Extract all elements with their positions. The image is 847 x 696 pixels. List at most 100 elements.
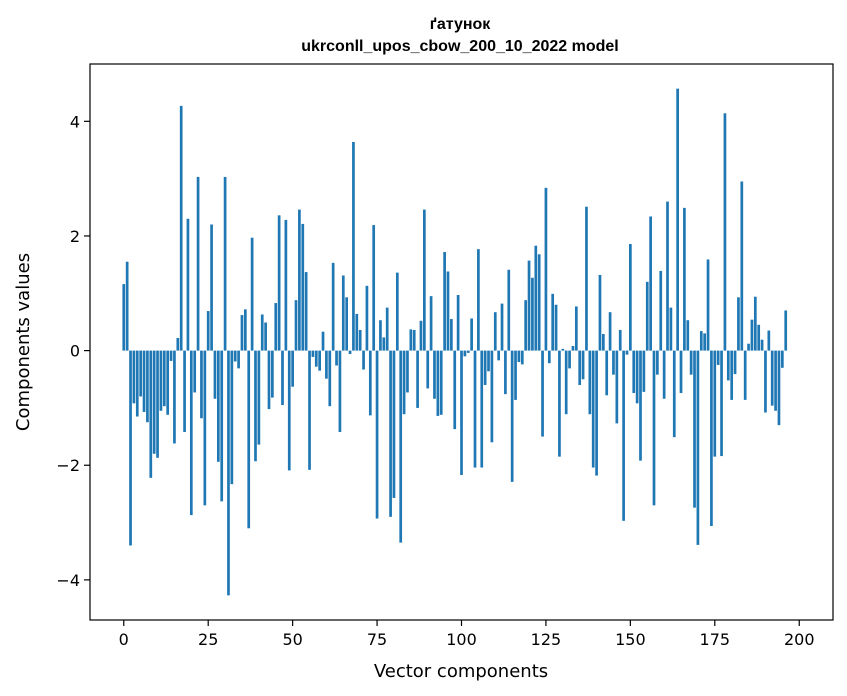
x-tick-label: 100 [446, 630, 477, 649]
bar [483, 350, 487, 385]
bar [385, 307, 389, 351]
bar [558, 350, 561, 457]
bar [341, 275, 345, 351]
bar [716, 350, 720, 365]
bar [318, 350, 321, 371]
bar [443, 252, 446, 351]
bar [470, 318, 473, 351]
bar [325, 350, 328, 379]
bar [605, 350, 609, 396]
bar [753, 296, 757, 351]
bar [395, 272, 399, 351]
bar [206, 311, 210, 351]
bar [561, 348, 565, 351]
bar [477, 249, 480, 351]
bar [456, 295, 460, 351]
bars-group [122, 88, 788, 596]
bar [487, 350, 490, 372]
bar [183, 350, 186, 432]
bar [466, 350, 470, 353]
bar [706, 259, 710, 351]
y-tick-label: 0 [70, 342, 80, 361]
bar [314, 350, 318, 367]
bar [409, 329, 413, 351]
bar [453, 350, 457, 430]
x-tick-label: 175 [700, 630, 731, 649]
bar [220, 350, 224, 502]
bar [696, 350, 700, 545]
bar [389, 350, 392, 517]
bar [710, 350, 713, 526]
x-tick-label: 25 [198, 630, 218, 649]
bar [730, 350, 734, 400]
bar [531, 277, 534, 351]
bar [291, 350, 294, 387]
bar [372, 225, 376, 351]
bar [639, 350, 642, 461]
bar [358, 329, 362, 351]
bar [139, 350, 143, 397]
bar [321, 331, 325, 351]
bar [335, 350, 338, 366]
bar [355, 313, 359, 351]
bar [189, 350, 193, 516]
plot-frame [89, 63, 834, 621]
bar [541, 350, 544, 437]
bar [689, 350, 693, 375]
bar [152, 350, 156, 454]
bar [216, 350, 220, 462]
bar [544, 187, 548, 351]
bar [213, 350, 217, 399]
x-tick-label: 75 [367, 630, 387, 649]
bar [173, 350, 176, 444]
bar [460, 350, 463, 475]
bar [750, 319, 754, 351]
bar [423, 209, 426, 351]
bar [429, 296, 433, 351]
bar [507, 269, 511, 351]
bar [615, 350, 619, 424]
bar [399, 350, 403, 543]
bar [777, 350, 781, 426]
bar [635, 350, 639, 404]
y-tick-label: −2 [56, 456, 80, 475]
bar [618, 329, 622, 351]
bar [392, 350, 396, 498]
bar [125, 261, 129, 351]
bar [723, 113, 727, 351]
bar [720, 350, 723, 457]
bar [622, 350, 625, 521]
bar [686, 320, 690, 351]
bar [666, 201, 669, 351]
bar [537, 254, 541, 351]
bar [595, 350, 598, 476]
x-tick-label: 200 [784, 630, 815, 649]
bar [308, 350, 311, 470]
bar [149, 350, 153, 478]
bar [612, 350, 615, 375]
bar [737, 297, 740, 351]
bar [676, 88, 679, 351]
bar [298, 209, 301, 351]
bar [767, 330, 771, 351]
bar [439, 350, 443, 415]
bar [757, 324, 761, 351]
bar [284, 219, 288, 351]
bar [362, 350, 365, 370]
bar [446, 271, 450, 351]
bar [277, 215, 281, 351]
y-tick-label: 2 [70, 227, 80, 246]
bar [203, 350, 207, 506]
bar [632, 350, 636, 394]
bar [176, 337, 180, 351]
bar [713, 350, 717, 457]
bar [311, 350, 315, 357]
bar [520, 350, 524, 365]
bar [247, 350, 251, 529]
bar [547, 350, 551, 364]
bar [645, 281, 649, 351]
bar [122, 284, 126, 351]
bar [186, 218, 190, 351]
bar [416, 350, 419, 408]
